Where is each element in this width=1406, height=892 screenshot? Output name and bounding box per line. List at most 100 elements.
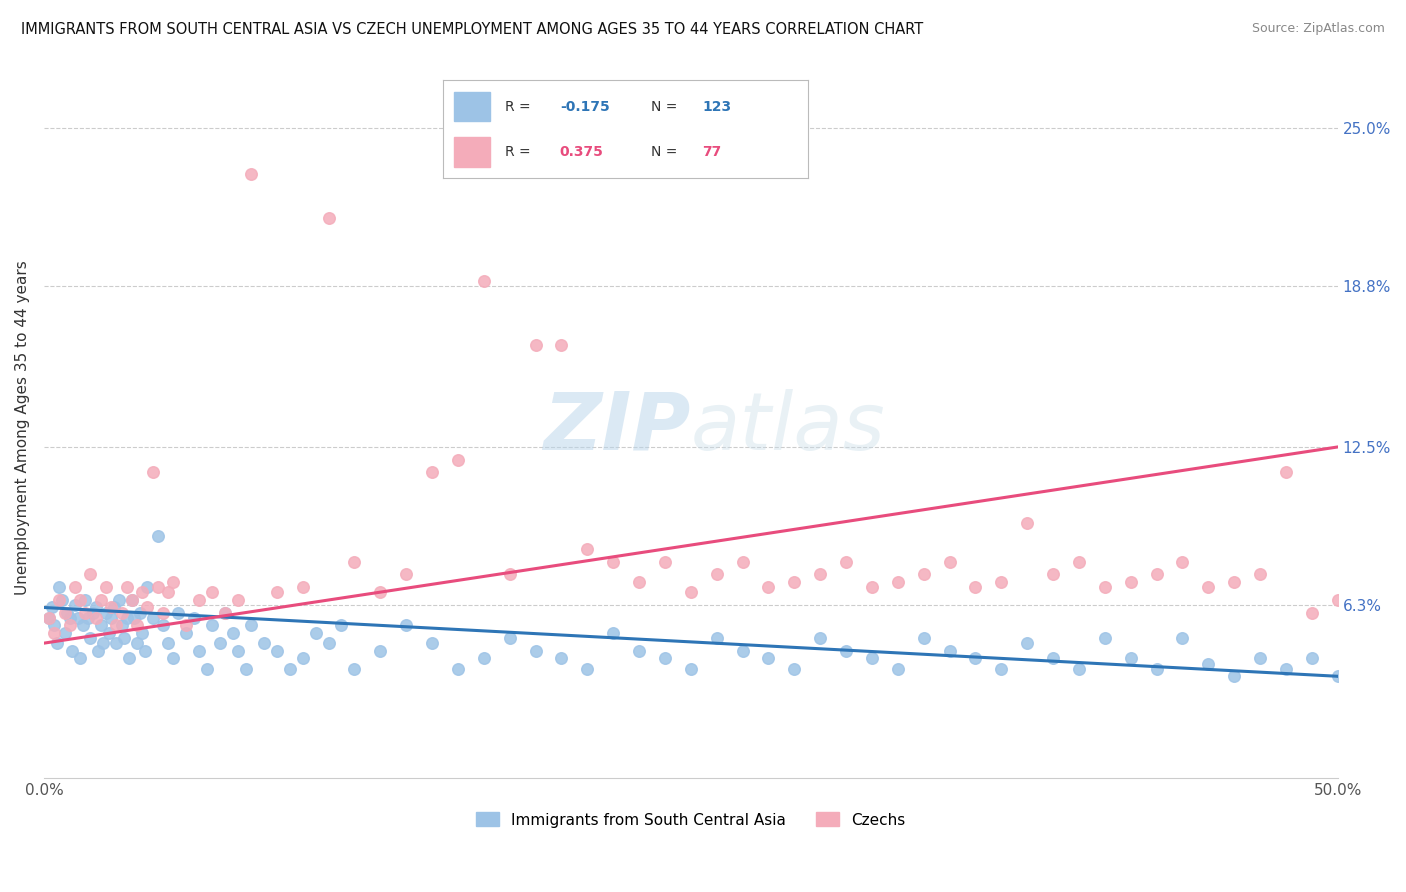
Point <box>1326 669 1348 683</box>
Point <box>472 274 495 288</box>
Point <box>266 644 288 658</box>
Point <box>97 626 120 640</box>
Point <box>1146 567 1168 582</box>
Text: 123: 123 <box>703 100 731 114</box>
Point <box>239 618 262 632</box>
Text: N =: N = <box>651 145 682 159</box>
Point <box>1119 574 1142 589</box>
Point <box>239 167 262 181</box>
Point <box>965 651 987 665</box>
Point <box>938 644 960 658</box>
Point <box>136 600 159 615</box>
Point <box>628 574 651 589</box>
Point <box>1197 580 1219 594</box>
Point <box>1275 466 1298 480</box>
Point <box>124 610 146 624</box>
Point <box>48 592 70 607</box>
Point <box>93 636 115 650</box>
Point <box>291 580 314 594</box>
Point <box>524 644 547 658</box>
Point <box>79 631 101 645</box>
Point <box>860 651 883 665</box>
Point <box>82 606 104 620</box>
Point <box>167 606 190 620</box>
Point <box>291 651 314 665</box>
Bar <box>454 92 491 121</box>
Text: 77: 77 <box>703 145 721 159</box>
Point <box>69 651 91 665</box>
Point <box>835 644 858 658</box>
Point <box>1353 662 1375 676</box>
Point <box>110 618 132 632</box>
Point <box>183 610 205 624</box>
Point <box>887 574 910 589</box>
Point <box>343 662 366 676</box>
Point <box>1405 606 1406 620</box>
Point <box>1067 662 1090 676</box>
Legend: Immigrants from South Central Asia, Czechs: Immigrants from South Central Asia, Czec… <box>470 806 912 834</box>
Point <box>1223 669 1246 683</box>
Point <box>1042 651 1064 665</box>
Point <box>66 610 89 624</box>
Point <box>808 631 831 645</box>
Point <box>105 636 128 650</box>
Point <box>395 567 418 582</box>
Point <box>965 580 987 594</box>
Point <box>550 338 572 352</box>
Point <box>112 631 135 645</box>
Point <box>654 555 676 569</box>
Point <box>38 610 60 624</box>
Text: R =: R = <box>505 145 536 159</box>
Point <box>912 567 935 582</box>
Point <box>654 651 676 665</box>
Point <box>420 636 443 650</box>
Point <box>235 662 257 676</box>
Point <box>38 610 60 624</box>
Point <box>142 610 165 624</box>
Point <box>706 567 728 582</box>
Point <box>1067 555 1090 569</box>
Point <box>146 529 169 543</box>
Point <box>125 636 148 650</box>
Point <box>208 636 231 650</box>
Text: ZIP: ZIP <box>544 389 690 467</box>
Point <box>1405 669 1406 683</box>
Point <box>576 662 599 676</box>
Point <box>90 618 112 632</box>
Point <box>990 662 1012 676</box>
Text: R =: R = <box>505 100 536 114</box>
Point <box>45 636 67 650</box>
Point <box>368 585 391 599</box>
Point <box>94 606 117 620</box>
Point <box>1249 651 1271 665</box>
Point <box>174 618 197 632</box>
Point <box>201 585 224 599</box>
Point <box>783 662 806 676</box>
Point <box>602 626 624 640</box>
Point <box>1326 592 1348 607</box>
Point <box>105 618 128 632</box>
Point <box>226 644 249 658</box>
Point <box>60 644 83 658</box>
Point <box>174 626 197 640</box>
Point <box>75 606 97 620</box>
Point <box>100 610 122 624</box>
Point <box>1378 657 1400 671</box>
Point <box>84 600 107 615</box>
Text: -0.175: -0.175 <box>560 100 610 114</box>
Point <box>131 626 153 640</box>
Point <box>226 592 249 607</box>
Point <box>94 580 117 594</box>
Point <box>938 555 960 569</box>
Point <box>63 580 86 594</box>
Point <box>860 580 883 594</box>
Point <box>1017 516 1039 531</box>
Point <box>499 631 522 645</box>
Point <box>214 606 236 620</box>
Point <box>146 580 169 594</box>
Point <box>1094 631 1116 645</box>
Point <box>679 662 702 676</box>
Point <box>887 662 910 676</box>
Point <box>318 636 340 650</box>
Point <box>103 600 125 615</box>
